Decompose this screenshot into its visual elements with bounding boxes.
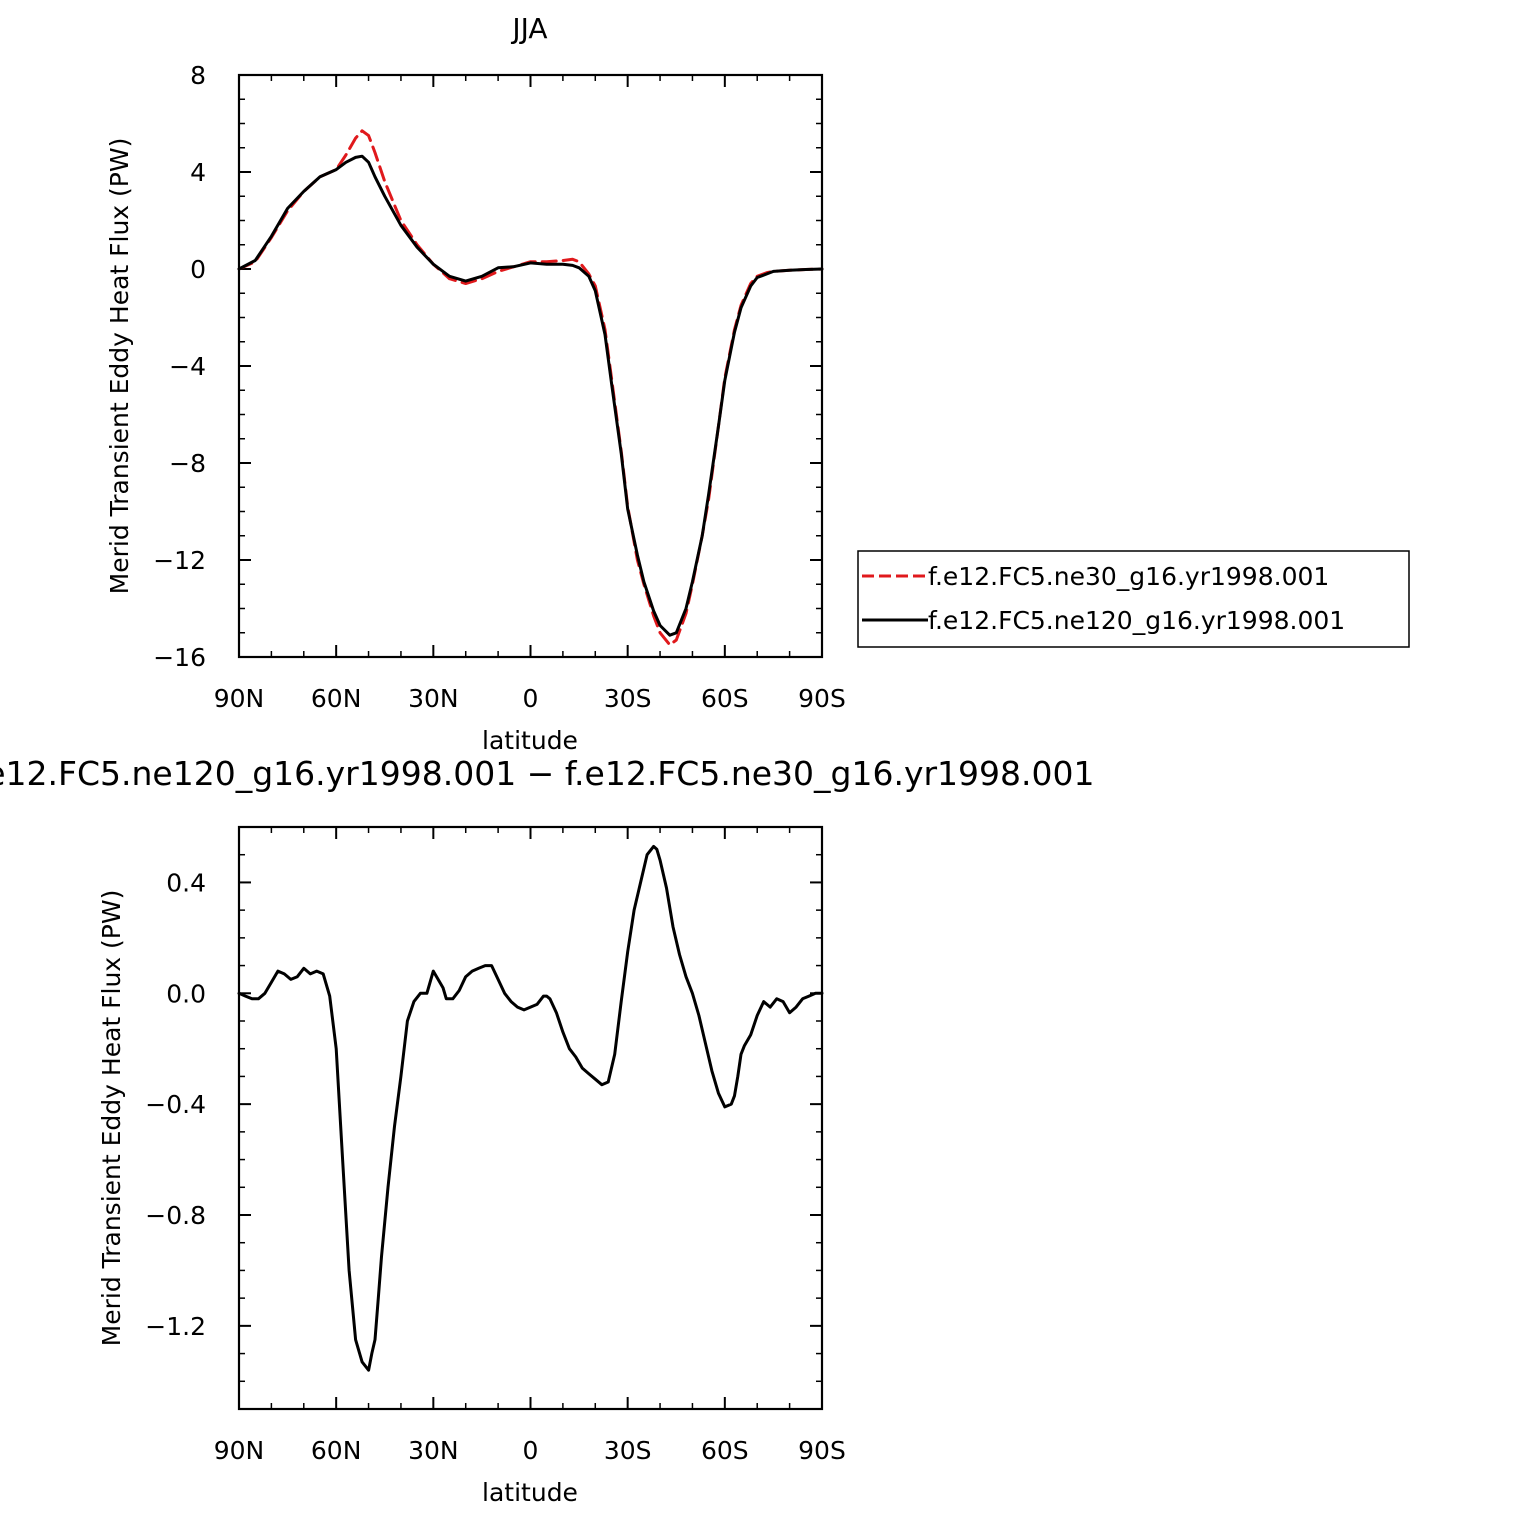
top-ticks xyxy=(238,74,823,658)
bottom-panel: f.e12.FC5.ne120_g16.yr1998.001 − f.e12.F… xyxy=(0,754,1095,1507)
top-x-tick-label: 30S xyxy=(604,684,652,713)
bottom-ticks xyxy=(238,826,823,1410)
bottom-x-tick-label: 90S xyxy=(798,1436,846,1465)
bottom-y-tick-label: 0.4 xyxy=(166,868,206,897)
legend-box xyxy=(857,550,1410,648)
bottom-y-axis-label: Merid Transient Eddy Heat Flux (PW) xyxy=(97,890,126,1347)
top-x-tick-label: 90S xyxy=(798,684,846,713)
top-x-tick-label: 0 xyxy=(523,684,539,713)
top-y-axis-label: Merid Transient Eddy Heat Flux (PW) xyxy=(105,138,134,595)
bottom-tick-labels: 90N 60N 30N 0 30S 60S 90S 0.4 0.0 −0.4 −0.8 −1.2 xyxy=(145,868,846,1465)
top-y-tick-label: 8 xyxy=(190,61,206,90)
top-x-axis-label: latitude xyxy=(482,726,578,755)
top-x-tick-label: 60S xyxy=(701,684,749,713)
bottom-title: f.e12.FC5.ne120_g16.yr1998.001 − f.e12.F… xyxy=(0,754,1095,793)
top-y-tick-label: −16 xyxy=(153,643,206,672)
top-y-tick-label: 4 xyxy=(190,158,206,187)
top-panel: JJA 90N 60N 30N 0 30S 60S 90S 8 4 0 −4 −8 −12 −16 lat… xyxy=(105,12,1410,755)
top-series xyxy=(237,129,824,647)
top-y-tick-label: −12 xyxy=(153,546,206,575)
top-title: JJA xyxy=(510,12,547,45)
bottom-x-tick-label: 90N xyxy=(214,1436,265,1465)
bottom-x-axis-label: latitude xyxy=(482,1478,578,1507)
bottom-y-tick-label: −1.2 xyxy=(145,1312,206,1341)
bottom-y-tick-label: −0.8 xyxy=(145,1201,206,1230)
bottom-series-line-0 xyxy=(237,844,824,1372)
legend-label-ne30: f.e12.FC5.ne30_g16.yr1998.001 xyxy=(928,562,1329,591)
top-plot-frame xyxy=(237,73,824,659)
top-x-tick-label: 30N xyxy=(408,684,459,713)
bottom-x-tick-label: 0 xyxy=(523,1436,539,1465)
bottom-plot-frame xyxy=(237,825,824,1411)
bottom-x-tick-label: 60S xyxy=(701,1436,749,1465)
top-tick-labels: 90N 60N 30N 0 30S 60S 90S 8 4 0 −4 −8 −12 −16 xyxy=(153,61,846,713)
bottom-x-tick-label: 30S xyxy=(604,1436,652,1465)
top-y-tick-label: 0 xyxy=(190,255,206,284)
bottom-y-tick-label: 0.0 xyxy=(166,979,206,1008)
bottom-y-tick-label: −0.4 xyxy=(145,1090,206,1119)
top-series-line-1 xyxy=(237,154,824,637)
top-y-tick-label: −8 xyxy=(169,449,206,478)
legend: f.e12.FC5.ne30_g16.yr1998.001 f.e12.FC5.… xyxy=(857,550,1410,648)
bottom-x-tick-label: 60N xyxy=(311,1436,362,1465)
top-x-tick-label: 60N xyxy=(311,684,362,713)
top-y-tick-label: −4 xyxy=(169,352,206,381)
bottom-series xyxy=(237,844,824,1372)
top-series-line-0 xyxy=(237,129,824,647)
top-x-tick-label: 90N xyxy=(214,684,265,713)
bottom-x-tick-label: 30N xyxy=(408,1436,459,1465)
legend-label-ne120: f.e12.FC5.ne120_g16.yr1998.001 xyxy=(928,606,1345,635)
